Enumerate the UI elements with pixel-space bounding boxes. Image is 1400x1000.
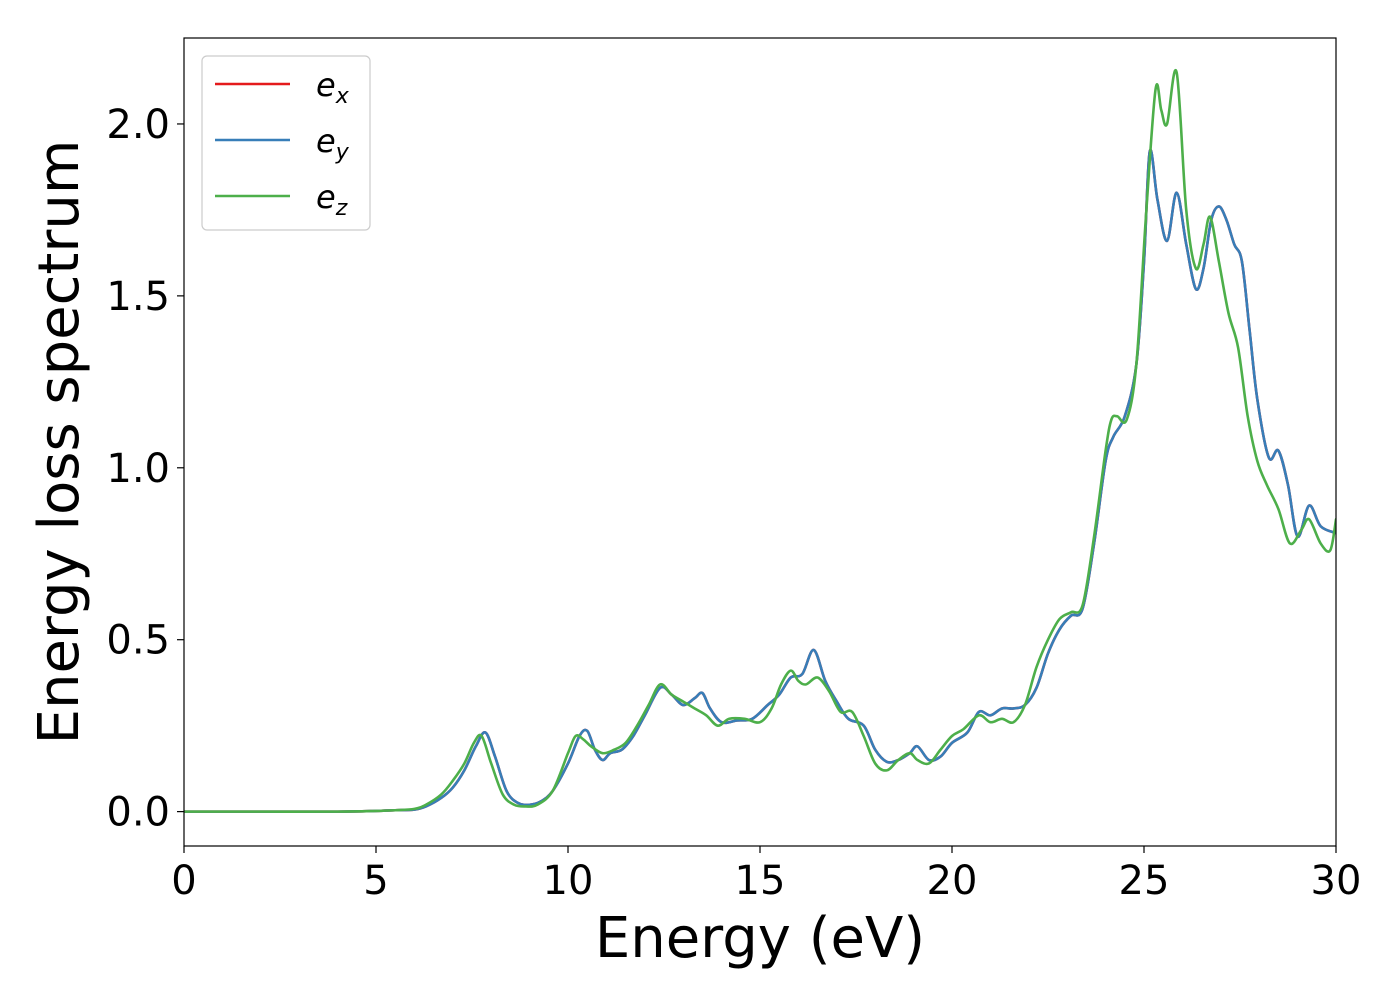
y-tick-label: 1.0 — [106, 446, 170, 492]
legend-label-y: ey — [316, 122, 350, 165]
y-tick-label: 1.5 — [106, 274, 170, 320]
legend-label-x: ex — [316, 66, 350, 109]
series-line-y — [184, 148, 1336, 813]
x-axis-title: Energy (eV) — [595, 906, 925, 971]
y-tick-label: 2.0 — [106, 102, 170, 148]
legend: ex ey ez — [201, 55, 371, 231]
x-tick-label: 5 — [363, 858, 388, 904]
x-tick-label: 30 — [1311, 858, 1362, 904]
y-axis: 0.0 0.5 1.0 1.5 2.0 — [106, 102, 184, 836]
series-layer — [184, 68, 1336, 813]
x-tick-label: 20 — [927, 858, 978, 904]
x-axis: 0 5 10 15 20 25 30 — [171, 846, 1361, 904]
y-tick-label: 0.5 — [106, 618, 170, 664]
x-tick-label: 10 — [543, 858, 594, 904]
y-axis-title: Energy loss spectrum — [27, 140, 92, 745]
legend-label-z: ez — [316, 178, 348, 221]
series-line-z — [184, 68, 1336, 813]
y-tick-label: 0.0 — [106, 790, 170, 836]
x-tick-label: 15 — [735, 858, 786, 904]
legend-frame — [201, 55, 371, 231]
x-tick-label: 0 — [171, 858, 196, 904]
x-tick-label: 25 — [1119, 858, 1170, 904]
